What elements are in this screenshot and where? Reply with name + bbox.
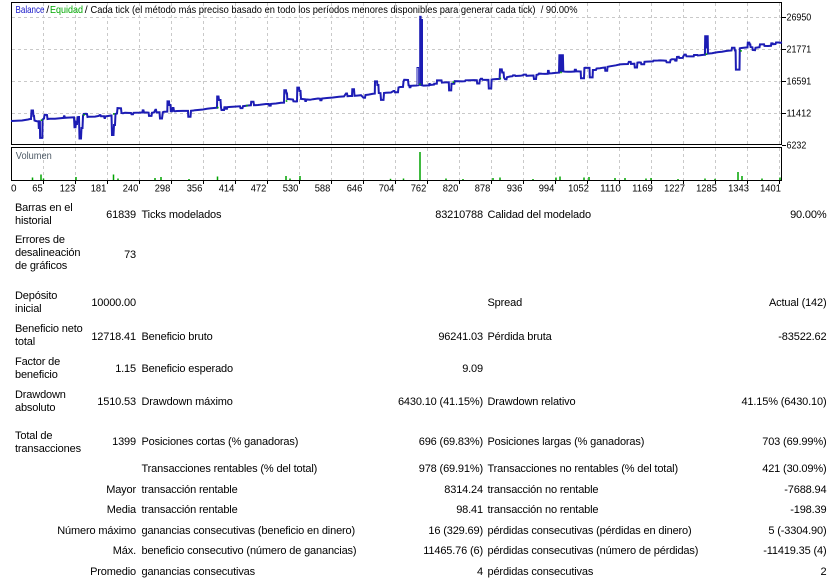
svg-text:1401: 1401 bbox=[760, 183, 781, 195]
svg-text:1110: 1110 bbox=[600, 183, 621, 195]
svg-text:1169: 1169 bbox=[632, 183, 653, 195]
svg-text:878: 878 bbox=[475, 183, 491, 195]
svg-text:1227: 1227 bbox=[664, 183, 685, 195]
svg-text:/: / bbox=[85, 4, 88, 16]
svg-text:994: 994 bbox=[539, 183, 555, 195]
svg-text:414: 414 bbox=[219, 183, 235, 195]
svg-text:123: 123 bbox=[60, 183, 76, 195]
svg-text:762: 762 bbox=[411, 183, 427, 195]
svg-text:16591: 16591 bbox=[787, 76, 812, 88]
svg-text:472: 472 bbox=[251, 183, 267, 195]
svg-text:Balance: Balance bbox=[16, 4, 45, 16]
svg-text:181: 181 bbox=[91, 183, 107, 195]
svg-text:936: 936 bbox=[507, 183, 523, 195]
svg-text:1052: 1052 bbox=[568, 183, 589, 195]
svg-text:26950: 26950 bbox=[787, 12, 812, 24]
svg-text:Cada tick (el método más preci: Cada tick (el método más preciso basado … bbox=[91, 4, 578, 16]
svg-text:530: 530 bbox=[283, 183, 299, 195]
svg-text:356: 356 bbox=[187, 183, 203, 195]
svg-text:704: 704 bbox=[379, 183, 395, 195]
svg-text:1285: 1285 bbox=[696, 183, 717, 195]
svg-text:0: 0 bbox=[11, 183, 17, 195]
svg-text:240: 240 bbox=[123, 183, 139, 195]
svg-text:11412: 11412 bbox=[787, 108, 812, 120]
svg-text:1343: 1343 bbox=[728, 183, 749, 195]
svg-text:588: 588 bbox=[315, 183, 331, 195]
svg-text:6232: 6232 bbox=[787, 140, 807, 152]
svg-text:646: 646 bbox=[347, 183, 363, 195]
svg-text:Equidad: Equidad bbox=[50, 4, 83, 16]
svg-text:65: 65 bbox=[32, 183, 43, 195]
svg-text:/: / bbox=[46, 4, 49, 16]
svg-text:Volumen: Volumen bbox=[16, 150, 52, 162]
svg-text:21771: 21771 bbox=[787, 44, 812, 56]
svg-text:298: 298 bbox=[155, 183, 171, 195]
svg-text:820: 820 bbox=[443, 183, 459, 195]
